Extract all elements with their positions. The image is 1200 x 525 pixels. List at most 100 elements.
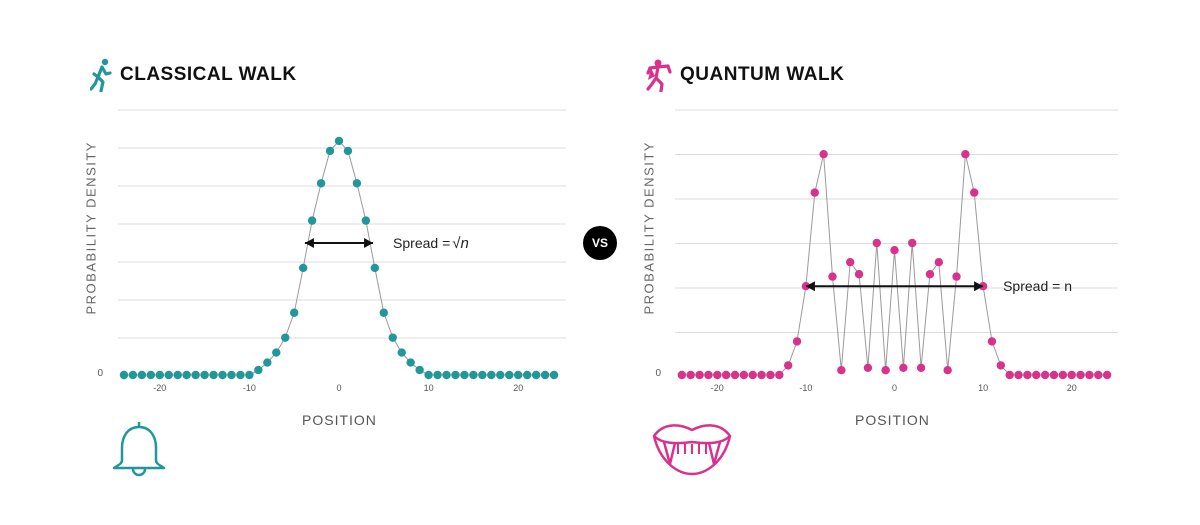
data-point [952, 272, 961, 281]
data-point [1076, 370, 1085, 380]
data-point [792, 337, 802, 346]
data-point [227, 370, 236, 380]
data-point [146, 370, 156, 380]
data-point [863, 363, 873, 372]
x-tick-label: 10 [978, 383, 988, 393]
data-point [505, 370, 514, 380]
spread-arrow-head-right [974, 281, 984, 292]
data-point [361, 216, 371, 225]
data-point [757, 370, 766, 380]
series-line [681, 154, 1108, 376]
data-point [272, 348, 281, 357]
data-point [245, 370, 254, 380]
vs-badge: VS [583, 226, 617, 260]
x-tick-label: -10 [243, 383, 256, 393]
data-point [451, 370, 460, 380]
data-point [209, 370, 218, 380]
data-point [890, 246, 899, 255]
data-point [748, 370, 757, 380]
x-tick-label: -20 [153, 383, 166, 393]
vampire-figure-icon [646, 59, 672, 92]
data-point [1040, 370, 1050, 380]
data-point [263, 358, 272, 367]
data-point [872, 238, 881, 248]
x-tick-label: 0 [336, 383, 341, 393]
data-point [316, 179, 326, 188]
data-point [433, 370, 442, 380]
bell-icon [112, 422, 166, 477]
data-point [783, 361, 793, 370]
data-point [469, 370, 478, 380]
x-tick-label: 10 [424, 383, 434, 393]
classical-walk-panel: CLASSICAL WALK PROBABILITY DENSITY 0 -20-… [0, 0, 590, 525]
x-tick-label: 0 [892, 383, 897, 393]
data-point [254, 365, 263, 375]
spread-label: Spread = [393, 235, 450, 251]
data-point [908, 238, 917, 248]
data-point [1023, 370, 1032, 380]
data-point [739, 370, 749, 380]
data-point [379, 308, 388, 317]
data-point [236, 370, 245, 380]
y-tick-label: 0 [97, 368, 103, 379]
series-line [124, 140, 554, 376]
data-point [987, 337, 997, 346]
data-point [996, 361, 1006, 370]
data-point [334, 136, 344, 146]
data-point [854, 270, 864, 279]
data-point [119, 370, 129, 380]
spread-sqrt-n: √n [452, 235, 469, 252]
data-point [943, 366, 952, 375]
data-point [925, 270, 935, 279]
data-point [810, 188, 819, 197]
data-point [343, 146, 353, 156]
classical-title: CLASSICAL WALK [120, 64, 297, 85]
data-point [397, 348, 406, 357]
data-point [970, 188, 979, 197]
x-tick-label: -20 [711, 383, 724, 393]
data-point [766, 370, 775, 380]
data-point [424, 370, 433, 380]
data-point [686, 370, 695, 380]
data-point [916, 363, 926, 372]
data-point [307, 216, 317, 225]
data-point [899, 363, 908, 372]
data-point [298, 263, 308, 273]
data-point [531, 370, 541, 380]
data-point [173, 370, 182, 380]
data-point [522, 370, 532, 380]
data-point [1102, 370, 1112, 380]
data-point [775, 370, 784, 380]
spread-arrow-head-left [805, 281, 815, 292]
data-point [1005, 370, 1014, 380]
data-point [442, 370, 451, 380]
data-point [881, 366, 890, 375]
y-tick-label: 0 [655, 368, 661, 379]
spread-arrow-head-right [364, 238, 374, 249]
data-point [704, 370, 713, 380]
data-point [713, 370, 722, 380]
data-point [406, 358, 415, 367]
data-point [496, 370, 505, 380]
data-point [218, 370, 227, 380]
data-point [961, 150, 970, 159]
data-point [1049, 370, 1059, 380]
data-point [128, 370, 138, 380]
data-point [155, 370, 164, 380]
data-point [1085, 370, 1094, 380]
data-point [1058, 370, 1068, 380]
data-point [415, 365, 424, 375]
data-point [1014, 370, 1023, 380]
data-point [281, 333, 290, 342]
data-point [182, 370, 191, 380]
walking-person-icon [90, 58, 112, 92]
spread-arrow-head-left [304, 238, 314, 249]
classical-xlabel: POSITION [302, 412, 377, 428]
data-point [191, 370, 200, 380]
data-point [460, 370, 469, 380]
data-point [721, 370, 731, 380]
data-point [730, 370, 740, 380]
classical-chart: 0 -20 -10 0 10 20 Spread = √n [97, 109, 566, 393]
quantum-xlabel: POSITION [855, 412, 930, 428]
classical-title-row: CLASSICAL WALK [90, 58, 297, 92]
